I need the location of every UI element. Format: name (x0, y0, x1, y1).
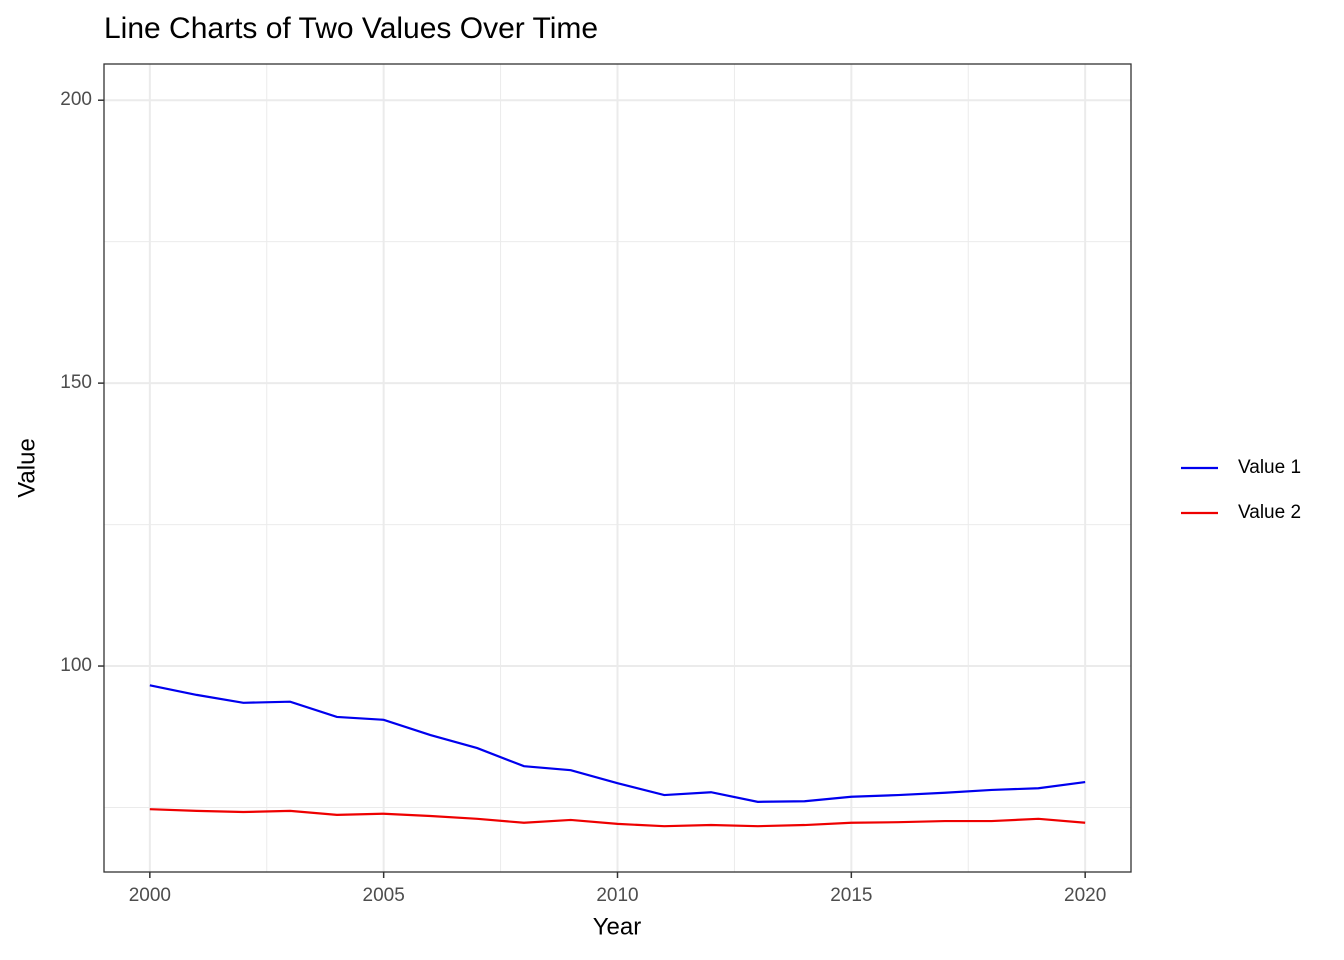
line (149, 684, 1086, 803)
y-axis-title: Value (13, 438, 40, 498)
legend-label: Value 1 (1238, 457, 1301, 478)
plot-border (103, 63, 1132, 873)
y-tick-label: 150 (60, 372, 92, 393)
legend-label: Value 2 (1238, 502, 1301, 523)
x-tick-label: 2020 (1064, 885, 1106, 906)
chart-title: Line Charts of Two Values Over Time (104, 12, 598, 45)
y-tick-label: 200 (60, 89, 92, 110)
x-tick-label: 2010 (596, 885, 638, 906)
x-tick-label: 2005 (363, 885, 405, 906)
x-tick-label: 2000 (129, 885, 171, 906)
line (149, 808, 1086, 828)
y-tick-label: 100 (60, 655, 92, 676)
x-tick-label: 2015 (830, 885, 872, 906)
x-axis-title: Year (593, 913, 642, 940)
